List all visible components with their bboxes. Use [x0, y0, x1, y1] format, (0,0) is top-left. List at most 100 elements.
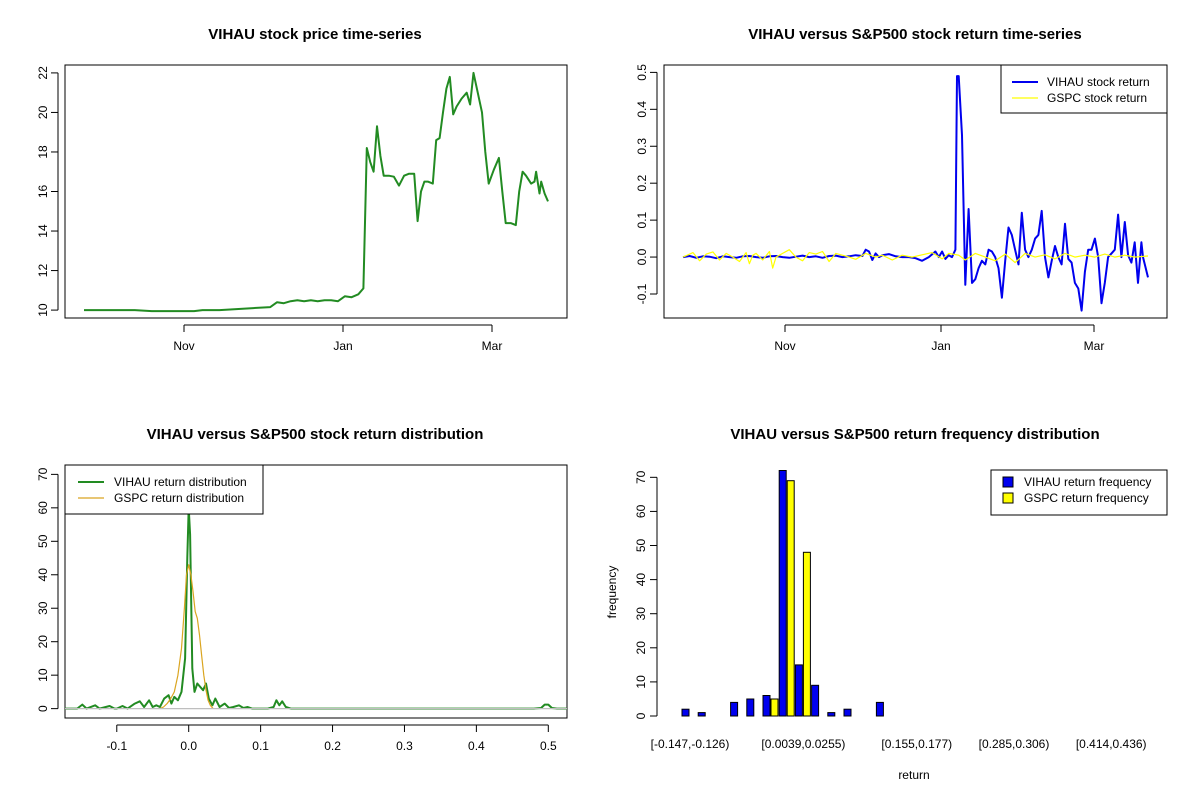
legend-label: VIHAU return frequency [1024, 475, 1151, 489]
plot-frame [64, 64, 568, 319]
x-tick-label: Mar [1084, 339, 1105, 353]
axes: 10 12 14 16 18 20 22 Nov Jan Mar [36, 66, 502, 353]
bar-vihau [875, 701, 884, 717]
x-tick-label: [-0.147,-0.126) [651, 737, 730, 751]
bar-gspc [802, 551, 811, 717]
y-tick-label: 0.1 [635, 211, 649, 228]
x-tick-label: [0.155,0.177) [881, 737, 952, 751]
y-tick-label: 0.0 [635, 248, 649, 265]
bar-vihau [762, 695, 771, 717]
axes: -0.1 0.0 0.1 0.2 0.3 0.4 0.5 Nov Jan Mar [635, 64, 1104, 353]
y-tick-label: 20 [634, 641, 648, 655]
chart-title: VIHAU versus S&P500 return frequency dis… [730, 426, 1099, 443]
plot-frame [64, 464, 568, 719]
y-tick-label: 0.4 [635, 101, 649, 118]
legend-label: GSPC return frequency [1024, 491, 1149, 505]
x-tick-label: Jan [333, 339, 352, 353]
bar-vihau [746, 698, 755, 717]
series-line-gspc-return-distribution [159, 564, 214, 710]
series-line-vihau-stock-return [682, 75, 1149, 312]
x-tick-label: [0.285,0.306) [979, 737, 1050, 751]
y-tick-label: 40 [36, 568, 50, 582]
legend-label: GSPC return distribution [114, 491, 244, 505]
y-tick-label: 14 [36, 224, 50, 238]
plot-frame [663, 64, 1168, 319]
return-timeseries-panel: VIHAU versus S&P500 stock return time-se… [635, 26, 1168, 353]
x-tick-label: -0.1 [106, 739, 127, 753]
bar-vihau [843, 708, 852, 717]
x-tick-label: 0.2 [324, 739, 341, 753]
x-tick-label: Mar [482, 339, 503, 353]
y-tick-label: 18 [36, 145, 50, 159]
series [65, 506, 567, 710]
y-tick-label: 12 [36, 264, 50, 278]
bar-gspc [786, 480, 795, 717]
series [84, 71, 549, 313]
x-tick-label: 0.0 [180, 739, 197, 753]
y-tick-label: 50 [36, 534, 50, 548]
x-tick-label: [0.414,0.436) [1076, 737, 1147, 751]
y-tick-label: 60 [634, 504, 648, 518]
bar-vihau [730, 701, 739, 717]
x-tick-label: 0.1 [252, 739, 269, 753]
legend-label: GSPC stock return [1047, 91, 1147, 105]
legend: VIHAU stock return GSPC stock return [1000, 64, 1168, 114]
y-tick-label: 50 [634, 539, 648, 553]
y-tick-label: 10 [634, 675, 648, 689]
bar-vihau [778, 470, 787, 717]
y-tick-label: 10 [36, 668, 50, 682]
axes: 0 10 20 30 40 50 60 70 [-0.147,-0.126) [0.0039,0.… [634, 470, 1147, 751]
y-tick-label: 0.5 [635, 64, 649, 81]
bars [681, 470, 884, 717]
y-tick-label: 0.3 [635, 138, 649, 155]
y-tick-label: 40 [634, 573, 648, 587]
y-tick-label: 10 [36, 303, 50, 317]
y-tick-label: 20 [36, 105, 50, 119]
y-tick-label: 0 [634, 712, 648, 719]
legend-box [990, 469, 1168, 516]
y-tick-label: 30 [36, 601, 50, 615]
x-tick-label: Nov [173, 339, 194, 353]
chart-title: VIHAU versus S&P500 stock return time-se… [748, 26, 1081, 43]
x-tick-label: Nov [774, 339, 795, 353]
legend-swatch [1002, 476, 1014, 488]
y-tick-label: 0.2 [635, 175, 649, 192]
y-tick-label: 70 [634, 470, 648, 484]
legend: VIHAU return frequency GSPC return freque… [990, 469, 1168, 516]
series-line-price [84, 71, 549, 313]
series [682, 75, 1149, 312]
chart-title: VIHAU stock price time-series [208, 26, 421, 43]
legend-box [64, 464, 264, 515]
legend-label: VIHAU stock return [1047, 75, 1150, 89]
bar-vihau [827, 712, 836, 717]
y-tick-label: 30 [634, 607, 648, 621]
series-line-vihau-return-distribution [65, 506, 567, 710]
x-axis-label: return [898, 768, 929, 782]
chart-title: VIHAU versus S&P500 stock return distrib… [147, 426, 484, 443]
return-distribution-panel: VIHAU versus S&P500 stock return distrib… [36, 426, 568, 753]
bar-vihau [811, 684, 820, 717]
legend-box [1000, 64, 1168, 114]
x-tick-label: 0.5 [540, 739, 557, 753]
y-tick-label: 22 [36, 66, 50, 80]
bar-gspc [770, 698, 779, 717]
bar-vihau [681, 708, 690, 717]
legend-label: VIHAU return distribution [114, 475, 247, 489]
y-tick-label: 20 [36, 635, 50, 649]
legend: VIHAU return distribution GSPC return dis… [64, 464, 264, 515]
axes: 0 10 20 30 40 50 60 70 -0.1 0.0 0.1 0.2 0.3 0.4 0.5 [36, 467, 557, 753]
x-tick-label: 0.4 [468, 739, 485, 753]
y-tick-label: 60 [36, 501, 50, 515]
y-tick-label: -0.1 [635, 283, 649, 304]
y-tick-label: 16 [36, 185, 50, 199]
x-tick-label: Jan [931, 339, 950, 353]
series-line-gspc-stock-return [682, 249, 1149, 269]
y-tick-label: 0 [36, 705, 50, 712]
x-tick-label: [0.0039,0.0255) [761, 737, 845, 751]
price-timeseries-panel: VIHAU stock price time-series 10 12 14 16 18… [36, 26, 568, 353]
y-axis-label: frequency [605, 566, 619, 619]
return-frequency-panel: VIHAU versus S&P500 return frequency dis… [605, 426, 1168, 782]
y-tick-label: 70 [36, 467, 50, 481]
bar-vihau [794, 664, 803, 717]
